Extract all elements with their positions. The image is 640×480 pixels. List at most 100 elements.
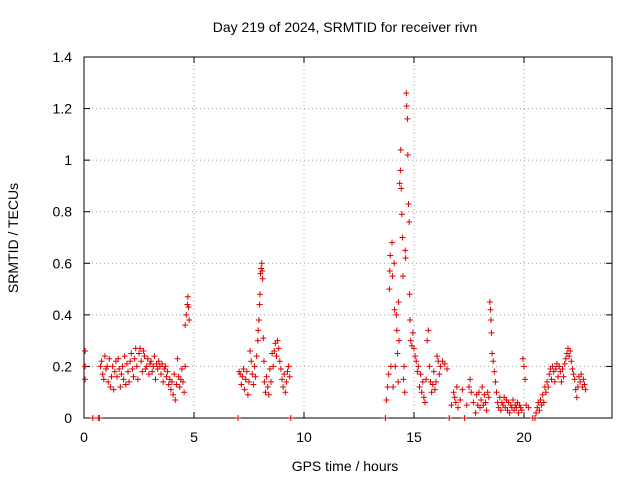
data-point [533, 409, 540, 416]
data-point [571, 376, 578, 383]
data-point [475, 389, 482, 396]
data-point [82, 376, 89, 383]
data-point [573, 394, 580, 401]
data-point [446, 415, 453, 421]
data-point [133, 363, 140, 370]
y-tick-label: 1.4 [53, 49, 73, 65]
data-point [240, 366, 247, 373]
data-point [161, 366, 168, 373]
data-point [114, 373, 120, 380]
data-point [150, 363, 157, 370]
data-point [544, 378, 551, 385]
data-point [389, 273, 396, 280]
data-point [104, 363, 111, 370]
data-point [254, 337, 261, 344]
data-point [173, 381, 180, 388]
data-point [436, 371, 443, 378]
data-point [265, 391, 272, 398]
data-point [178, 366, 185, 373]
data-point [396, 337, 403, 344]
data-point [123, 360, 130, 367]
data-point [283, 378, 290, 385]
data-point [115, 355, 122, 362]
data-point [393, 311, 400, 318]
data-point [488, 329, 495, 336]
data-point [395, 298, 402, 305]
data-point [170, 391, 177, 398]
data-point [492, 378, 499, 385]
data-point [420, 394, 427, 401]
data-point [255, 327, 262, 334]
data-point [275, 345, 282, 352]
data-point [184, 301, 191, 308]
data-point [137, 345, 144, 352]
data-point [241, 386, 248, 393]
data-point [400, 273, 406, 280]
data-point [382, 415, 389, 421]
data-point [282, 389, 289, 396]
data-point [506, 409, 513, 416]
data-point [489, 350, 496, 357]
data-point [578, 371, 585, 378]
data-point [250, 381, 257, 388]
data-point [139, 368, 146, 375]
data-point [407, 337, 414, 344]
data-point [108, 373, 115, 380]
data-point [122, 381, 129, 388]
data-point [252, 373, 259, 380]
data-point [463, 402, 470, 409]
data-point [558, 378, 565, 385]
data-point [515, 409, 522, 416]
data-point [477, 404, 483, 411]
data-point [415, 363, 422, 370]
data-point [398, 211, 405, 218]
data-point [396, 180, 403, 187]
data-point [497, 407, 504, 414]
data-point [128, 350, 135, 357]
data-point [562, 355, 569, 362]
data-point [98, 358, 105, 365]
data-point [577, 378, 584, 385]
data-point [138, 358, 145, 365]
data-point [488, 317, 494, 324]
data-point [402, 255, 409, 262]
data-point [270, 363, 277, 370]
data-point [455, 404, 461, 411]
data-point [180, 378, 186, 385]
data-point [567, 347, 574, 354]
data-point [144, 355, 151, 362]
data-point [493, 389, 500, 396]
data-point [468, 389, 475, 396]
data-point [259, 275, 266, 282]
data-point [263, 373, 270, 380]
data-point [136, 350, 142, 357]
data-point [172, 396, 179, 403]
data-point [517, 404, 524, 411]
data-point [570, 371, 577, 378]
data-point [281, 371, 288, 378]
data-point [89, 415, 96, 421]
data-point [103, 366, 109, 373]
plot-frame [83, 56, 613, 419]
data-point [181, 389, 188, 396]
data-point [155, 358, 162, 365]
data-point [391, 306, 398, 313]
data-point [165, 381, 172, 388]
data-point [141, 353, 148, 360]
data-point [499, 399, 505, 406]
data-point [412, 353, 419, 360]
data-point [280, 384, 287, 391]
data-point [271, 347, 278, 354]
x-tick-label: 15 [406, 429, 422, 445]
data-point [261, 378, 268, 385]
data-point [386, 286, 393, 293]
y-tick-label: 1.2 [53, 101, 73, 117]
data-point [392, 363, 399, 370]
data-point [401, 363, 408, 370]
data-point [284, 368, 291, 375]
data-point [482, 399, 489, 406]
data-point [556, 363, 563, 370]
x-tick-label: 0 [80, 429, 88, 445]
data-point [257, 291, 263, 298]
